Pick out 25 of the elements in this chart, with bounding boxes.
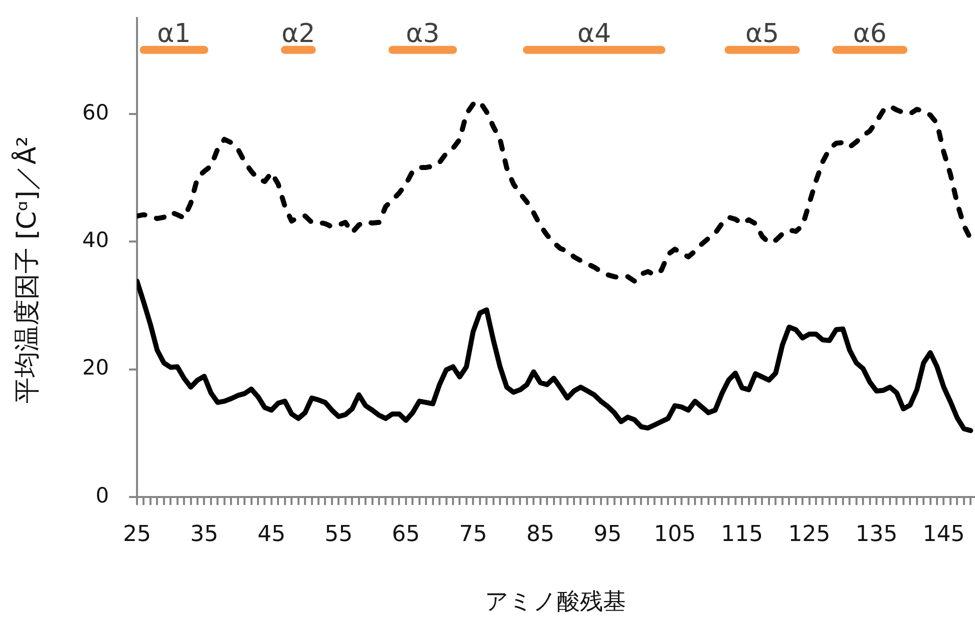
x-tick-label: 25 [123,522,151,547]
series-label: α6 [852,18,887,49]
series-label: α2 [282,18,316,49]
x-tick-label: 65 [392,522,420,547]
y-tick-label: 0 [96,483,109,508]
x-tick-label: 135 [856,522,898,547]
x-tick-label: 115 [721,522,764,547]
x-tick-label: 45 [257,522,286,547]
x-tick-label: 85 [526,522,554,547]
x-tick-label: 145 [922,522,965,547]
series-label: α3 [406,18,440,49]
x-tick-label: 105 [654,522,696,547]
x-tick-label: 125 [788,522,830,547]
y-axis-title: 平均温度因子 [Cᵅ]／Å² [12,136,44,404]
x-tick-label: 35 [190,522,218,547]
y-tick-label: 40 [82,228,109,252]
x-tick-label: 75 [459,522,488,547]
x-axis-title: アミノ酸残基 [485,589,626,616]
series-label: α5 [745,18,780,49]
y-tick-label: 60 [82,100,109,124]
series-label: α4 [577,18,611,49]
x-tick-label: 95 [594,522,622,547]
y-tick-label: 20 [82,356,109,380]
x-tick-label: 55 [324,522,353,547]
series-label: α1 [157,18,191,49]
